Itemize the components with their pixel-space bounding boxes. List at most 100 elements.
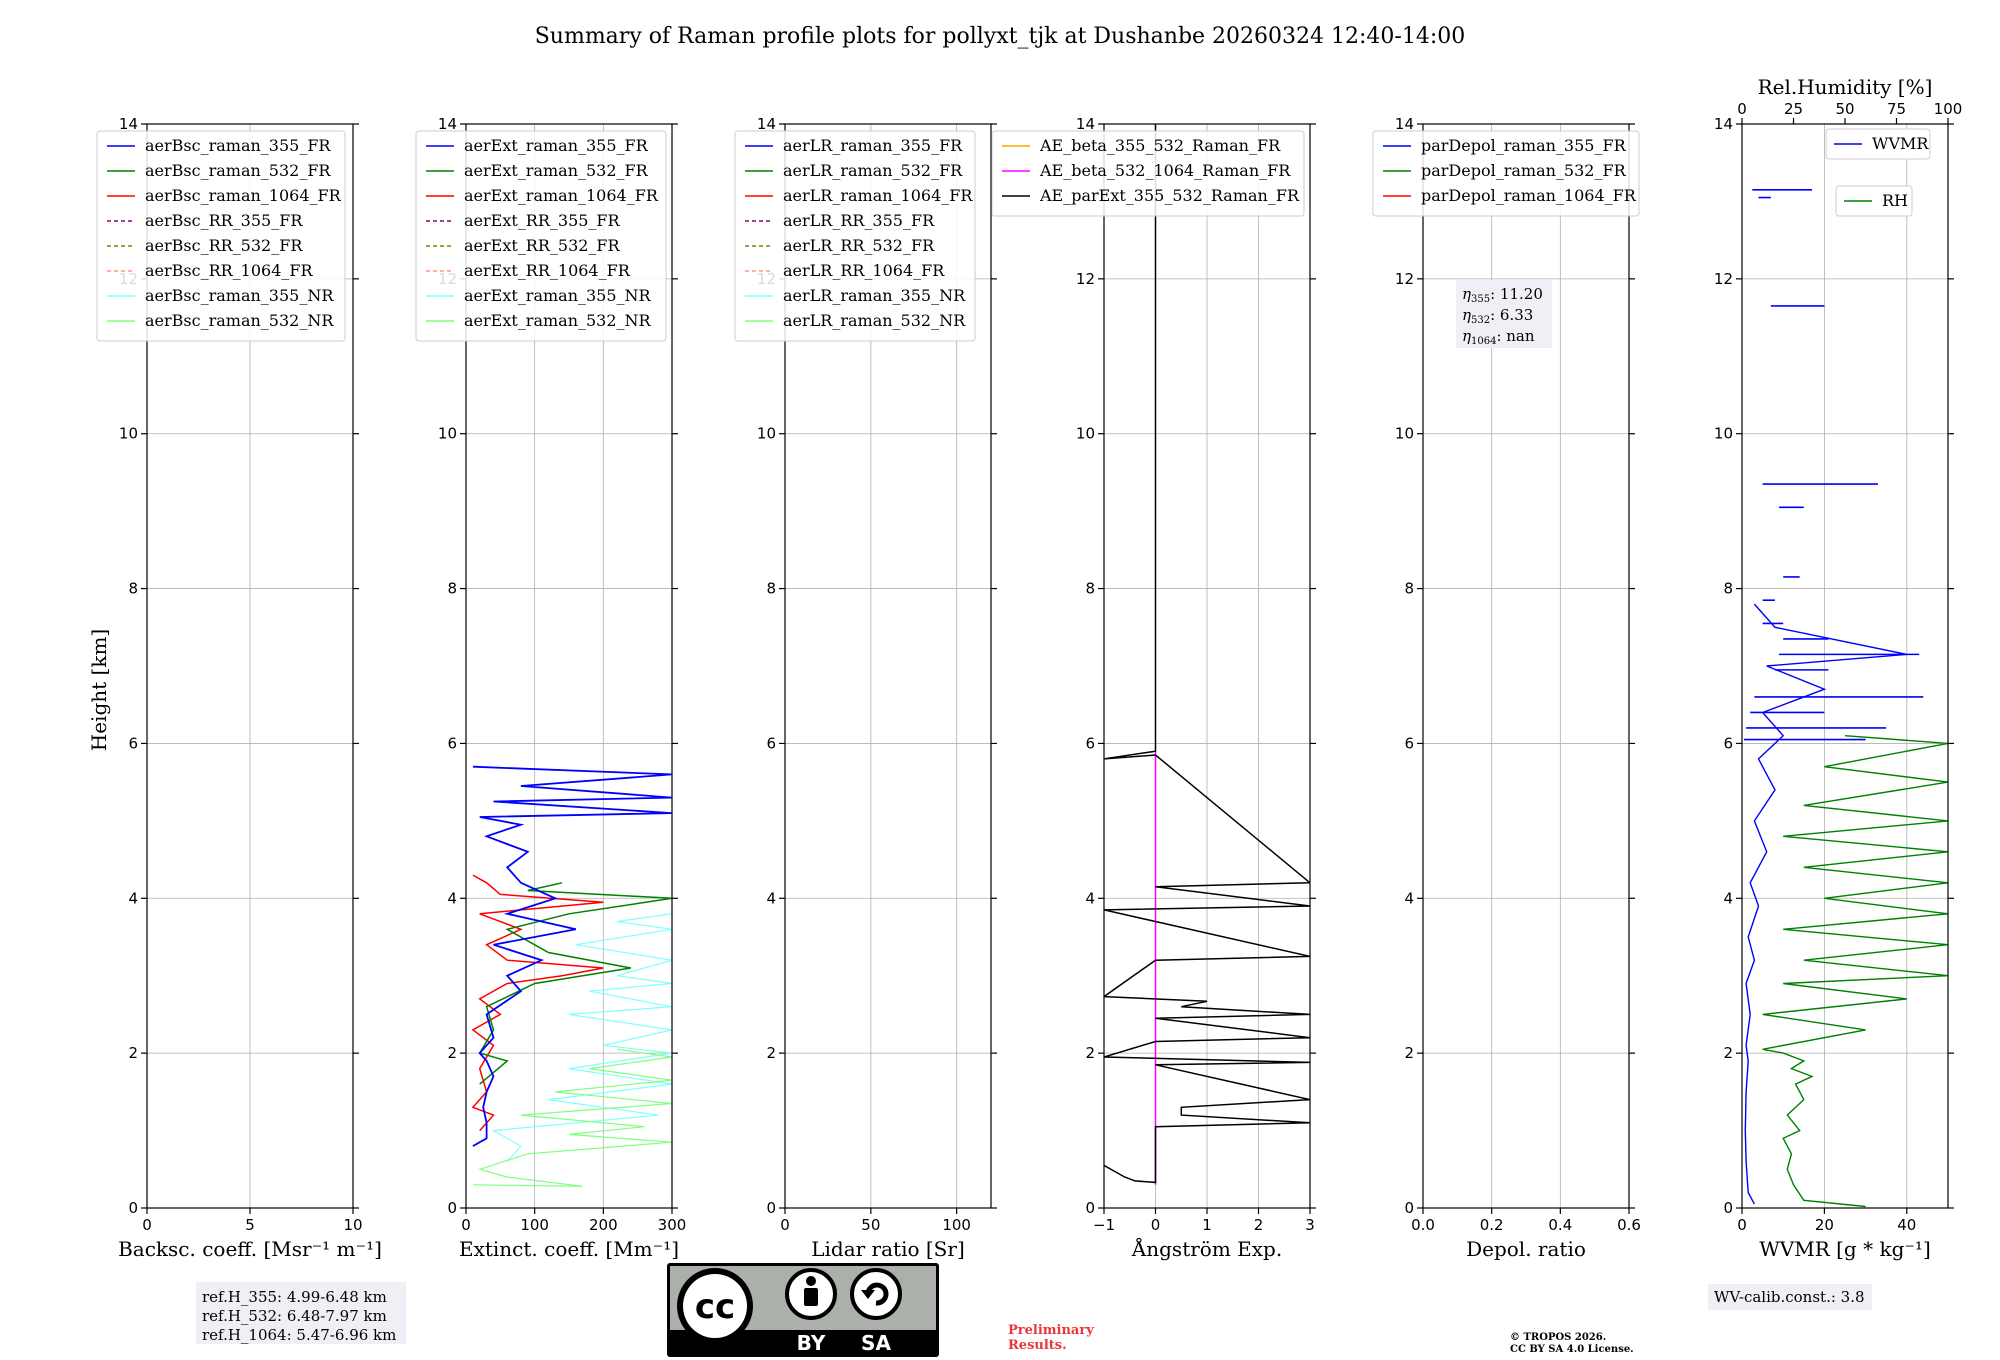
- y-tick-label: 2: [128, 1044, 138, 1062]
- legend-label: aerLR_raman_532_FR: [783, 161, 963, 180]
- x-axis-label: Ångström Exp.: [1131, 1236, 1282, 1261]
- x-tick-label: 10: [343, 1216, 362, 1234]
- legend-box: [1835, 185, 1913, 217]
- legend-label: aerLR_RR_355_FR: [783, 211, 935, 230]
- legend-label: aerBsc_RR_355_FR: [145, 211, 303, 230]
- x2-tick-label: 100: [1934, 100, 1963, 118]
- x-axis-label: Depol. ratio: [1466, 1237, 1586, 1261]
- y-tick-label: 4: [1085, 889, 1095, 907]
- x-tick-label: 0.4: [1548, 1216, 1572, 1234]
- legend-label: parDepol_raman_355_FR: [1421, 136, 1627, 155]
- y-tick-label: 4: [1723, 889, 1733, 907]
- y-tick-label: 14: [119, 115, 138, 133]
- legend-label: aerBsc_RR_1064_FR: [145, 261, 314, 280]
- wv-calib-box: WV-calib.const.: 3.8: [1708, 1284, 1872, 1310]
- y-tick-label: 14: [1714, 115, 1733, 133]
- eta-355: η355: 11.20: [1462, 285, 1543, 305]
- attribution-head: [806, 1276, 816, 1286]
- x2-tick-label: 0: [1737, 100, 1747, 118]
- legend: AE_beta_355_532_Raman_FR AE_beta_532_1064…: [991, 130, 1305, 217]
- badge-sa-label: SA: [861, 1331, 891, 1355]
- y-tick-label: 6: [1085, 734, 1095, 752]
- cc-license-badge[interactable]: cc BY SA: [667, 1263, 939, 1357]
- y-tick-label: 0: [1404, 1199, 1414, 1217]
- x-tick-label: 50: [861, 1216, 880, 1234]
- y-tick-label: 6: [1404, 734, 1414, 752]
- series-line-aerExt_raman_355_FR: [472, 765, 672, 1147]
- panel-3: 02468101214050100Lidar ratio [Sr]aerLR_r…: [734, 115, 997, 1261]
- x-tick-label: 3: [1305, 1216, 1315, 1234]
- legend-box: [734, 130, 976, 342]
- y-tick-label: 4: [128, 889, 138, 907]
- y-tick-label: 6: [128, 734, 138, 752]
- legend-label: aerLR_raman_1064_FR: [783, 186, 973, 205]
- axes-frame: [784, 123, 992, 1209]
- x2-axis-label: Rel.Humidity [%]: [1758, 75, 1933, 99]
- y-tick-label: 12: [1395, 270, 1414, 288]
- legend-box: [1825, 128, 1931, 160]
- legend-label: aerExt_RR_355_FR: [464, 211, 621, 230]
- series-group: [1744, 189, 1948, 1208]
- legend-label: aerLR_RR_1064_FR: [783, 261, 945, 280]
- panels: 024681012140510Backsc. coeff. [Msr⁻¹ m⁻¹…: [96, 75, 1963, 1261]
- y-tick-label: 6: [1723, 734, 1733, 752]
- y-tick-label: 10: [757, 425, 776, 443]
- legend: parDepol_raman_355_FR parDepol_raman_532_…: [1372, 130, 1640, 217]
- legend-label: aerBsc_raman_355_FR: [145, 136, 331, 155]
- series-line-aerExt_raman_355_NR: [491, 913, 672, 1162]
- ref-heights-box: ref.H_355: 4.99-6.48 km ref.H_532: 6.48-…: [196, 1282, 406, 1344]
- legend-box: [1372, 130, 1640, 217]
- y-tick-label: 2: [447, 1044, 457, 1062]
- cc-logo-icon: [683, 1274, 747, 1338]
- legend-box: [415, 130, 667, 342]
- series-group: [471, 765, 672, 1187]
- legend-label: aerExt_raman_1064_FR: [464, 186, 659, 205]
- x-tick-label: 5: [245, 1216, 255, 1234]
- y-tick-label: 0: [1723, 1199, 1733, 1217]
- wv-calib-text: WV-calib.const.: 3.8: [1714, 1288, 1865, 1306]
- ref-height-1064: ref.H_1064: 5.47-6.96 km: [202, 1326, 396, 1344]
- legend-label: aerBsc_raman_1064_FR: [145, 186, 342, 205]
- x-tick-label: 1: [1202, 1216, 1212, 1234]
- x-tick-label: 200: [589, 1216, 618, 1234]
- x-tick-label: 0: [142, 1216, 152, 1234]
- preliminary-label-1: Preliminary: [1008, 1323, 1094, 1338]
- share-alike-arrow: [861, 1290, 875, 1299]
- legend-label: aerBsc_RR_532_FR: [145, 236, 303, 255]
- legend: aerBsc_raman_355_FR aerBsc_raman_532_FRae…: [96, 130, 346, 342]
- legend-label: aerLR_raman_355_NR: [783, 286, 966, 305]
- y-tick-label: 2: [1085, 1044, 1095, 1062]
- x-tick-label: 0: [461, 1216, 471, 1234]
- figure-title: Summary of Raman profile plots for polly…: [535, 24, 1466, 49]
- legend-label: aerExt_raman_355_FR: [464, 136, 649, 155]
- x-axis-label: Backsc. coeff. [Msr⁻¹ m⁻¹]: [118, 1237, 382, 1261]
- legend-label: aerExt_raman_355_NR: [464, 286, 652, 305]
- legend-label: aerLR_RR_532_FR: [783, 236, 935, 255]
- y-tick-label: 12: [1076, 270, 1095, 288]
- cc-logo-text: cc: [695, 1287, 735, 1327]
- ref-height-355: ref.H_355: 4.99-6.48 km: [202, 1288, 387, 1306]
- x-tick-label: 0: [780, 1216, 790, 1234]
- y-tick-label: 6: [447, 734, 457, 752]
- x2-tick-label: 75: [1887, 100, 1906, 118]
- preliminary-label-2: Results.: [1008, 1338, 1067, 1353]
- badge-by-label: BY: [797, 1331, 826, 1355]
- x-tick-label: 40: [1897, 1216, 1916, 1234]
- x-tick-label: 300: [658, 1216, 687, 1234]
- y-tick-label: 8: [1404, 580, 1414, 598]
- axes-frame: [1422, 123, 1630, 1209]
- y-tick-label: 2: [1723, 1044, 1733, 1062]
- x-tick-label: 0.2: [1480, 1216, 1504, 1234]
- x-tick-label: 100: [520, 1216, 549, 1234]
- axes-frame: [1741, 123, 1949, 1209]
- series-line-aerExt_raman_1064_FR: [471, 874, 604, 1132]
- y-tick-label: 14: [757, 115, 776, 133]
- y-tick-label: 4: [447, 889, 457, 907]
- y-tick-label: 12: [1714, 270, 1733, 288]
- eta-1064: η1064: nan: [1462, 327, 1535, 347]
- ref-height-532: ref.H_532: 6.48-7.97 km: [202, 1307, 387, 1325]
- panel-5: 0 2 4 6 8 10 12 14 0.0 0.2 0.4 0.6 Depol. ratio parDe…: [1372, 115, 1641, 1261]
- legend-label: aerBsc_raman_355_NR: [145, 286, 334, 305]
- legend-label: aerBsc_raman_532_NR: [145, 311, 334, 330]
